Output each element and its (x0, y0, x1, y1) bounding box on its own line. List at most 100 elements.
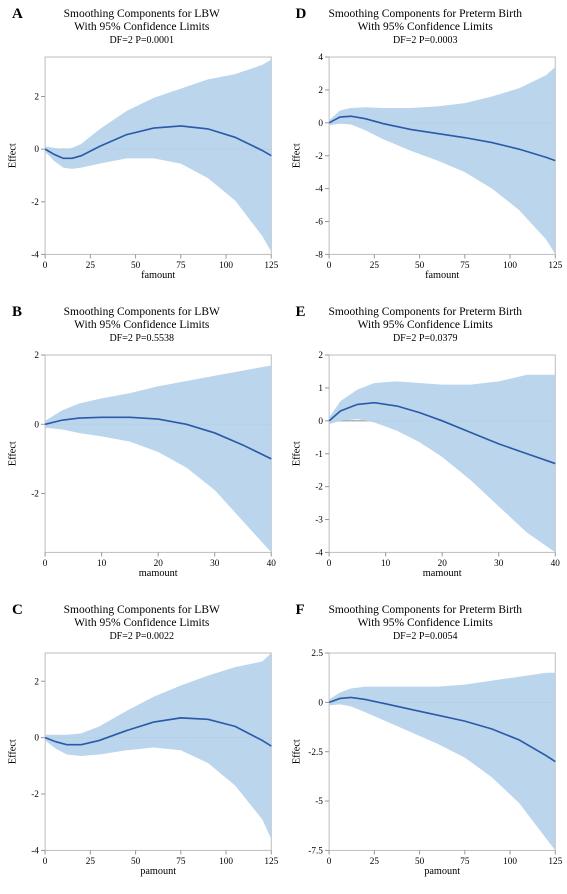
x-tick-label: 40 (267, 559, 277, 569)
x-axis-label: famount (425, 270, 459, 281)
x-tick-label: 50 (414, 857, 424, 867)
panel-title: Smoothing Components for LBWWith 95% Con… (4, 8, 280, 34)
y-tick-label: -6 (315, 218, 323, 228)
title-line-1: Smoothing Components for Preterm Birth (288, 306, 564, 319)
confidence-band (329, 375, 555, 553)
title-line-2: With 95% Confidence Limits (4, 21, 280, 34)
chart-svg: 0255075100125-4-202famountEffect (4, 48, 280, 284)
title-line-1: Smoothing Components for LBW (4, 306, 280, 319)
x-tick-label: 75 (176, 857, 186, 867)
title-line-2: With 95% Confidence Limits (4, 617, 280, 630)
y-tick-label: -2 (315, 152, 323, 162)
x-tick-label: 125 (548, 261, 562, 271)
y-tick-label: 0 (318, 119, 323, 129)
x-tick-label: 50 (414, 261, 424, 271)
y-tick-label: 1 (318, 384, 323, 394)
y-tick-label: 0 (34, 421, 39, 431)
x-tick-label: 30 (494, 559, 504, 569)
x-tick-label: 100 (219, 857, 233, 867)
chart-area: 0255075100125-4-202pamountEffect (4, 644, 280, 880)
x-tick-label: 100 (503, 857, 517, 867)
y-tick-label: -3 (315, 516, 323, 526)
y-tick-label: 4 (318, 54, 323, 64)
x-tick-label: 0 (326, 857, 331, 867)
chart-svg: 0255075100125-8-6-4-2024famountEffect (288, 48, 564, 284)
y-axis-label: Effect (7, 144, 18, 169)
y-axis-label: Effect (291, 442, 302, 467)
figure-root: ASmoothing Components for LBWWith 95% Co… (0, 0, 567, 894)
panel-subtitle: DF=2 P=0.0003 (288, 35, 564, 46)
panel-letter: A (12, 6, 23, 23)
panel-title: Smoothing Components for LBWWith 95% Con… (4, 604, 280, 630)
panel-subtitle: DF=2 P=0.0001 (4, 35, 280, 46)
x-axis-label: mamount (139, 568, 178, 579)
y-tick-label: 0 (34, 734, 39, 744)
title-line-2: With 95% Confidence Limits (288, 21, 564, 34)
panel-A: ASmoothing Components for LBWWith 95% Co… (0, 0, 284, 298)
title-line-2: With 95% Confidence Limits (4, 319, 280, 332)
title-line-1: Smoothing Components for LBW (4, 604, 280, 617)
y-axis-label: Effect (291, 740, 302, 765)
y-tick-label: 0 (318, 699, 323, 709)
panel-E: ESmoothing Components for Preterm BirthW… (284, 298, 567, 596)
panel-subtitle: DF=2 P=0.5538 (4, 333, 280, 344)
x-tick-label: 75 (460, 857, 470, 867)
x-tick-label: 30 (210, 559, 220, 569)
y-tick-label: -5 (315, 798, 323, 808)
y-tick-label: 2 (318, 352, 323, 362)
title-line-2: With 95% Confidence Limits (288, 319, 564, 332)
y-tick-label: 0 (318, 417, 323, 427)
y-tick-label: 0 (34, 146, 39, 156)
panel-B: BSmoothing Components for LBWWith 95% Co… (0, 298, 284, 596)
y-tick-label: 2 (34, 678, 39, 688)
chart-area: 010203040-4-3-2-1012mamountEffect (288, 346, 564, 582)
y-tick-label: -4 (31, 847, 39, 857)
x-tick-label: 25 (369, 857, 379, 867)
panel-grid: ASmoothing Components for LBWWith 95% Co… (0, 0, 567, 894)
title-line-1: Smoothing Components for Preterm Birth (288, 8, 564, 21)
x-tick-label: 25 (86, 261, 96, 271)
chart-svg: 0255075100125-7.5-5-2.502.5pamountEffect (288, 644, 564, 880)
panel-title: Smoothing Components for Preterm BirthWi… (288, 604, 564, 630)
x-tick-label: 0 (326, 261, 331, 271)
y-tick-label: -4 (315, 549, 323, 559)
chart-svg: 010203040-202mamountEffect (4, 346, 280, 582)
x-axis-label: famount (141, 270, 175, 281)
chart-area: 0255075100125-7.5-5-2.502.5pamountEffect (288, 644, 564, 880)
x-tick-label: 0 (43, 857, 48, 867)
title-line-1: Smoothing Components for Preterm Birth (288, 604, 564, 617)
panel-F: FSmoothing Components for Preterm BirthW… (284, 596, 567, 894)
y-tick-label: -4 (31, 251, 39, 261)
y-tick-label: -2.5 (308, 748, 323, 758)
title-line-1: Smoothing Components for LBW (4, 8, 280, 21)
panel-title: Smoothing Components for LBWWith 95% Con… (4, 306, 280, 332)
x-tick-label: 40 (550, 559, 560, 569)
x-tick-label: 10 (97, 559, 107, 569)
title-line-2: With 95% Confidence Limits (288, 617, 564, 630)
y-tick-label: 2 (34, 93, 39, 103)
x-tick-label: 25 (86, 857, 96, 867)
x-tick-label: 50 (131, 857, 141, 867)
x-tick-label: 0 (43, 559, 48, 569)
panel-C: CSmoothing Components for LBWWith 95% Co… (0, 596, 284, 894)
x-tick-label: 75 (460, 261, 470, 271)
x-tick-label: 100 (219, 261, 233, 271)
x-tick-label: 100 (503, 261, 517, 271)
x-tick-label: 75 (176, 261, 186, 271)
panel-letter: B (12, 304, 22, 321)
y-tick-label: -1 (315, 450, 323, 460)
panel-subtitle: DF=2 P=0.0379 (288, 333, 564, 344)
panel-letter: C (12, 602, 23, 619)
y-axis-label: Effect (291, 144, 302, 169)
confidence-band (329, 67, 555, 255)
x-tick-label: 125 (264, 261, 278, 271)
confidence-band (45, 653, 271, 839)
panel-D: DSmoothing Components for Preterm BirthW… (284, 0, 567, 298)
y-tick-label: -2 (31, 490, 39, 500)
y-tick-label: -7.5 (308, 847, 323, 857)
chart-area: 0255075100125-4-202famountEffect (4, 48, 280, 284)
y-tick-label: 2.5 (311, 650, 323, 660)
x-tick-label: 10 (381, 559, 391, 569)
panel-subtitle: DF=2 P=0.0054 (288, 631, 564, 642)
panel-title: Smoothing Components for Preterm BirthWi… (288, 8, 564, 34)
